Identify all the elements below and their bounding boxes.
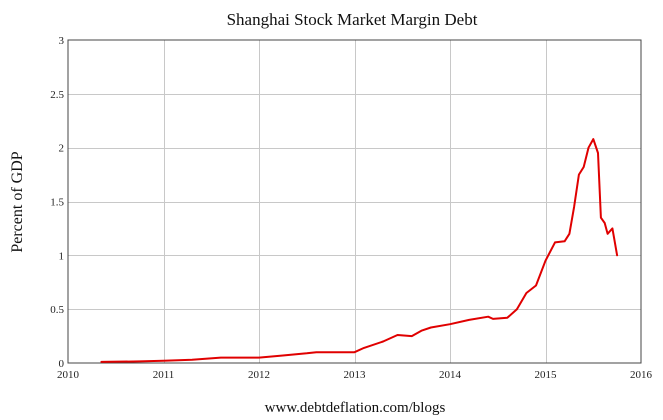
x-tick-label: 2013 [344, 369, 367, 381]
y-tick-label: 2.5 [50, 89, 64, 101]
chart-title: Shanghai Stock Market Margin Debt [227, 10, 478, 29]
x-tick-label: 2011 [153, 369, 175, 381]
y-tick-label: 1.5 [50, 197, 64, 209]
x-tick-label: 2012 [248, 369, 270, 381]
x-tick-label: 2016 [630, 369, 653, 381]
footer-url: www.debtdeflation.com/blogs [265, 400, 446, 416]
x-tick-labels: 2010 2011 2012 2013 2014 2015 2016 [57, 369, 653, 381]
gridlines [68, 40, 641, 363]
x-tick-label: 2015 [535, 369, 558, 381]
plot-frame [67, 39, 642, 364]
x-tick-label: 2010 [57, 369, 80, 381]
y-tick-label: 3 [59, 35, 65, 47]
y-tick-label: 0 [59, 358, 65, 370]
x-tick-label: 2014 [439, 369, 462, 381]
y-tick-label: 1 [59, 250, 65, 262]
y-tick-labels: 0 0.5 1 1.5 2 2.5 3 [50, 35, 64, 370]
series-line-margin-debt [100, 138, 619, 363]
series-group [100, 138, 619, 363]
y-axis-label: Percent of GDP [9, 151, 26, 252]
y-tick-label: 2 [59, 143, 65, 155]
y-tick-label: 0.5 [50, 304, 64, 316]
